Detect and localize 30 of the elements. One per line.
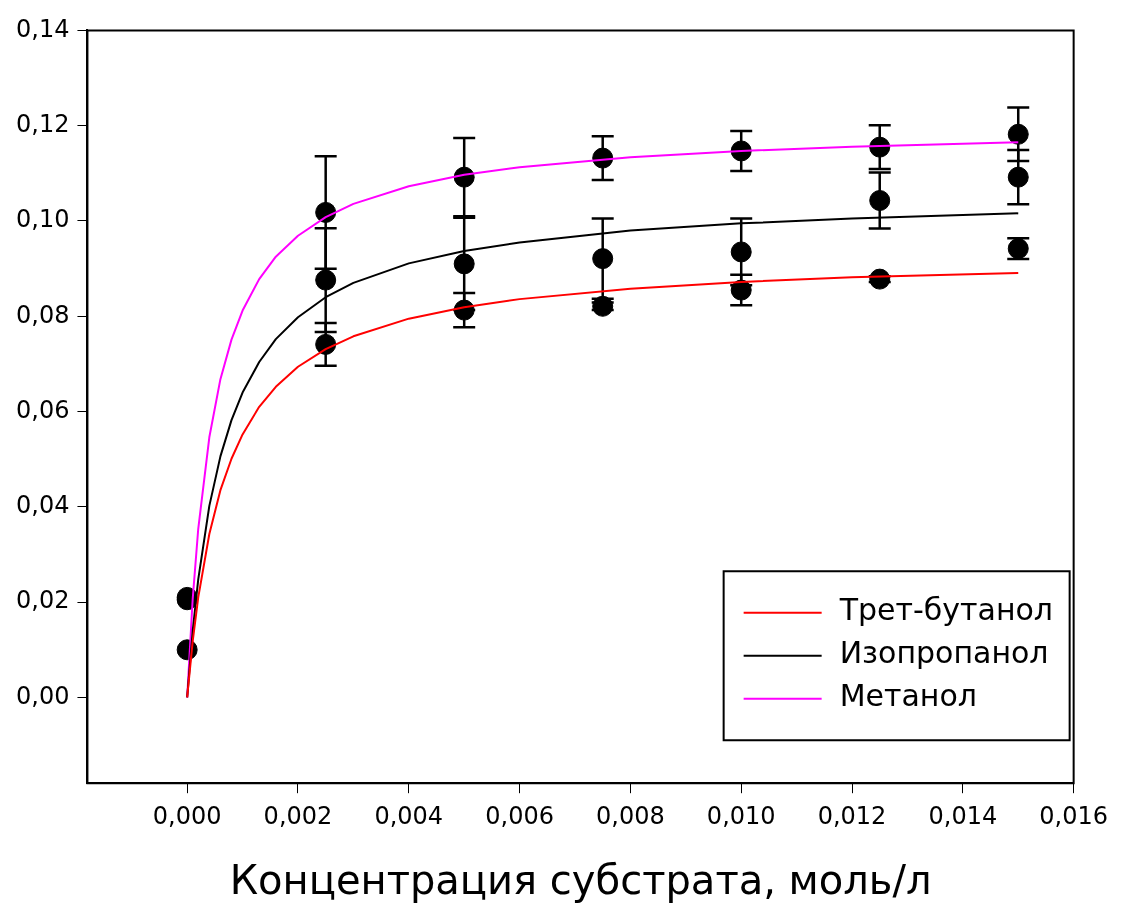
point [592, 248, 614, 270]
x-axis-title: Концентрация субстрата, моль/л [229, 857, 932, 904]
point [1007, 166, 1029, 188]
x-tick-label: 0,008 [596, 801, 665, 830]
legend-label: Трет-бутанол [838, 592, 1054, 628]
x-tick-label: 0,012 [817, 801, 887, 830]
y-tick-label: 0,14 [16, 14, 70, 43]
y-tick-label: 0,10 [16, 205, 70, 234]
y-tick-label: 0,08 [16, 300, 70, 329]
x-tick-label: 0,000 [152, 801, 222, 830]
y-tick-label: 0,02 [16, 586, 70, 615]
y-tick-label: 0,04 [16, 491, 70, 520]
point [315, 269, 337, 291]
point [869, 190, 891, 211]
point [592, 295, 614, 317]
legend-label: Метанол [839, 678, 977, 714]
x-tick-label: 0,002 [263, 801, 333, 830]
x-tick-label: 0,014 [928, 801, 998, 830]
x-tick-label: 0,004 [374, 801, 444, 830]
x-tick-label: 0,006 [485, 801, 554, 830]
y-tick-label: 0,06 [16, 395, 70, 424]
y-tick-label: 0,00 [16, 681, 70, 710]
point [453, 253, 475, 275]
legend-label: Изопропанол [839, 635, 1049, 671]
point [730, 279, 752, 301]
point [1007, 123, 1029, 145]
point [730, 241, 752, 263]
x-tick-label: 0,010 [706, 801, 776, 830]
y-tick-label: 0,12 [16, 109, 70, 138]
x-tick-label: 0,016 [1039, 801, 1109, 830]
